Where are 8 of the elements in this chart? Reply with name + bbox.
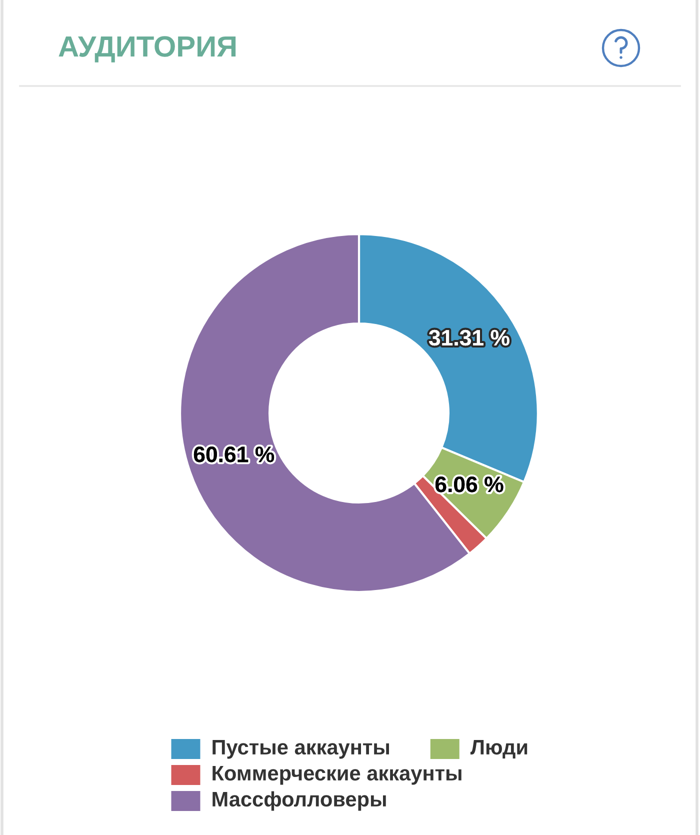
legend-label: Люди xyxy=(470,740,528,759)
chart-title: АУДИТОРИЯ xyxy=(58,36,236,62)
data-label: 60.61 % xyxy=(194,446,274,462)
legend-label: Массфолловеры xyxy=(212,791,386,811)
data-label: 6.06 % xyxy=(435,476,504,492)
data-label: 31.31 % xyxy=(428,330,510,346)
legend-label: Коммерческие аккаунты xyxy=(212,766,462,785)
legend-label: Пустые аккаунты xyxy=(212,740,389,759)
